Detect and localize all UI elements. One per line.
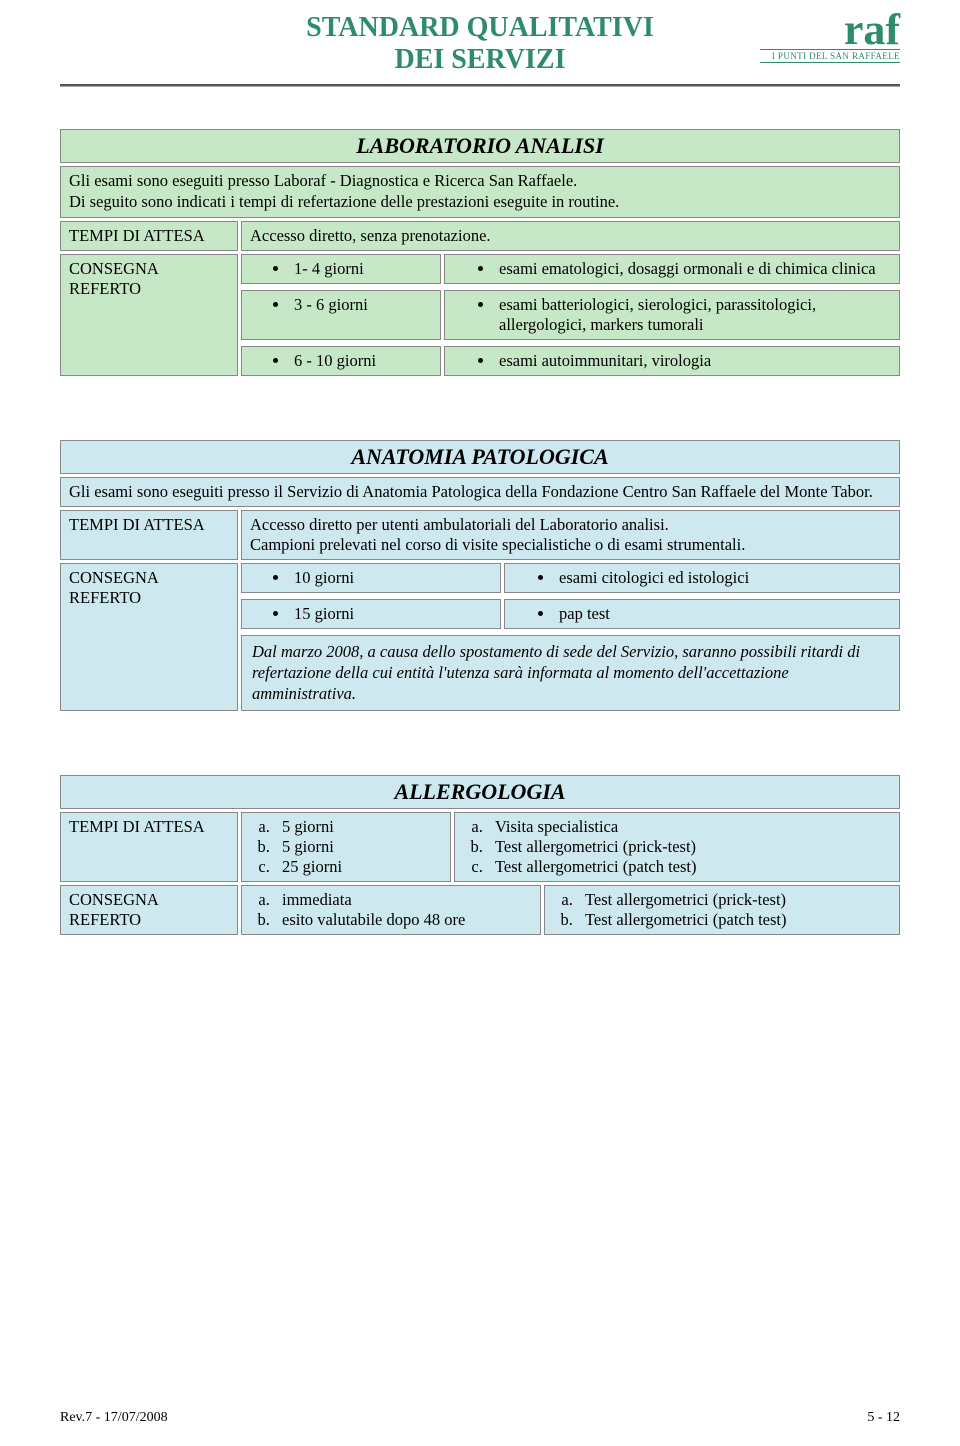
tempi-row: TEMPI DI ATTESA Accesso diretto, senza p… — [60, 221, 900, 251]
list-item: Visita specialistica — [487, 817, 891, 837]
time-text: 6 - 10 giorni — [290, 351, 432, 371]
table-row: 3 - 6 giorni esami batteriologici, siero… — [241, 290, 900, 340]
desc-text: esami ematologici, dosaggi ormonali e di… — [495, 259, 891, 279]
consegna-line-1: CONSEGNA — [69, 568, 159, 587]
divider — [60, 84, 900, 87]
consegna-desc: Test allergometrici (prick-test) Test al… — [544, 885, 900, 935]
footer-left: Rev.7 - 17/07/2008 — [60, 1410, 168, 1426]
table-row: 10 giorni esami citologici ed istologici — [241, 563, 900, 593]
consegna-rows: 10 giorni esami citologici ed istologici… — [241, 563, 900, 711]
time-cell: 6 - 10 giorni — [241, 346, 441, 376]
list-item: 5 giorni — [274, 817, 442, 837]
tempi-row: TEMPI DI ATTESA 5 giorni 5 giorni 25 gio… — [60, 812, 900, 882]
time-text: 15 giorni — [290, 604, 492, 624]
list-item: Test allergometrici (prick-test) — [487, 837, 891, 857]
intro-line-2: Di seguito sono indicati i tempi di refe… — [69, 192, 619, 211]
time-text: 1- 4 giorni — [290, 259, 432, 279]
consegna-line-2: REFERTO — [69, 910, 141, 929]
desc-text: esami citologici ed istologici — [555, 568, 891, 588]
list-item: immediata — [274, 890, 532, 910]
title-line-1: STANDARD QUALITATIVI — [306, 12, 654, 43]
consegna-label: CONSEGNA REFERTO — [60, 885, 238, 935]
list-item: Test allergometrici (prick-test) — [577, 890, 891, 910]
desc-cell: esami batteriologici, sierologici, paras… — [444, 290, 900, 340]
desc-cell: pap test — [504, 599, 900, 629]
logo-text: raf — [760, 12, 900, 47]
tempi-times: 5 giorni 5 giorni 25 giorni — [241, 812, 451, 882]
consegna-line-1: CONSEGNA — [69, 259, 159, 278]
section-anatomia: ANATOMIA PATOLOGICA Gli esami sono esegu… — [60, 440, 900, 712]
page-title: STANDARD QUALITATIVI DEI SERVIZI — [60, 12, 760, 76]
section-laboratorio: LABORATORIO ANALISI Gli esami sono esegu… — [60, 129, 900, 375]
consegna-label: CONSEGNA REFERTO — [60, 563, 238, 711]
tempi-line-2: Campioni prelevati nel corso di visite s… — [250, 535, 745, 554]
consegna-block: CONSEGNA REFERTO 10 giorni esami citolog… — [60, 563, 900, 711]
desc-text: esami autoimmunitari, virologia — [495, 351, 891, 371]
footer-right: 5 - 12 — [867, 1410, 900, 1426]
section-title: ALLERGOLOGIA — [60, 775, 900, 809]
consegna-row: CONSEGNA REFERTO immediata esito valutab… — [60, 885, 900, 935]
section-title: ANATOMIA PATOLOGICA — [60, 440, 900, 474]
logo-subtitle: I PUNTI DEL SAN RAFFAELE — [760, 49, 900, 63]
tempi-desc: Visita specialistica Test allergometrici… — [454, 812, 900, 882]
tempi-label: TEMPI DI ATTESA — [60, 510, 238, 560]
intro-text: Gli esami sono eseguiti presso il Serviz… — [60, 477, 900, 508]
list-item: 5 giorni — [274, 837, 442, 857]
tempi-value: Accesso diretto per utenti ambulatoriali… — [241, 510, 900, 560]
note-text: Dal marzo 2008, a causa dello spostament… — [241, 635, 900, 711]
consegna-block: CONSEGNA REFERTO 1- 4 giorni esami emato… — [60, 254, 900, 376]
intro-line-1: Gli esami sono eseguiti presso Laboraf -… — [69, 171, 577, 190]
list-item: esito valutabile dopo 48 ore — [274, 910, 532, 930]
list-item: Test allergometrici (patch test) — [487, 857, 891, 877]
tempi-value: Accesso diretto, senza prenotazione. — [241, 221, 900, 251]
tempi-label: TEMPI DI ATTESA — [60, 221, 238, 251]
time-text: 3 - 6 giorni — [290, 295, 432, 315]
consegna-rows: 1- 4 giorni esami ematologici, dosaggi o… — [241, 254, 900, 376]
consegna-line-2: REFERTO — [69, 279, 141, 298]
intro-text: Gli esami sono eseguiti presso Laboraf -… — [60, 166, 900, 217]
footer: Rev.7 - 17/07/2008 5 - 12 — [60, 1410, 900, 1426]
table-row: 6 - 10 giorni esami autoimmunitari, viro… — [241, 346, 900, 376]
tempi-label: TEMPI DI ATTESA — [60, 812, 238, 882]
logo: raf I PUNTI DEL SAN RAFFAELE — [760, 12, 900, 63]
table-row: 15 giorni pap test — [241, 599, 900, 629]
desc-cell: esami ematologici, dosaggi ormonali e di… — [444, 254, 900, 284]
section-title: LABORATORIO ANALISI — [60, 129, 900, 163]
header: STANDARD QUALITATIVI DEI SERVIZI raf I P… — [60, 12, 900, 76]
desc-text: esami batteriologici, sierologici, paras… — [495, 295, 891, 335]
consegna-line-1: CONSEGNA — [69, 890, 159, 909]
time-cell: 15 giorni — [241, 599, 501, 629]
page: STANDARD QUALITATIVI DEI SERVIZI raf I P… — [0, 0, 960, 1446]
desc-text: pap test — [555, 604, 891, 624]
time-cell: 3 - 6 giorni — [241, 290, 441, 340]
list-item: 25 giorni — [274, 857, 442, 877]
tempi-row: TEMPI DI ATTESA Accesso diretto per uten… — [60, 510, 900, 560]
tempi-line-1: Accesso diretto per utenti ambulatoriali… — [250, 515, 669, 534]
list-item: Test allergometrici (patch test) — [577, 910, 891, 930]
desc-cell: esami autoimmunitari, virologia — [444, 346, 900, 376]
consegna-times: immediata esito valutabile dopo 48 ore — [241, 885, 541, 935]
consegna-label: CONSEGNA REFERTO — [60, 254, 238, 376]
section-allergologia: ALLERGOLOGIA TEMPI DI ATTESA 5 giorni 5 … — [60, 775, 900, 935]
time-text: 10 giorni — [290, 568, 492, 588]
consegna-line-2: REFERTO — [69, 588, 141, 607]
title-line-2: DEI SERVIZI — [395, 44, 566, 75]
time-cell: 10 giorni — [241, 563, 501, 593]
desc-cell: esami citologici ed istologici — [504, 563, 900, 593]
time-cell: 1- 4 giorni — [241, 254, 441, 284]
table-row: 1- 4 giorni esami ematologici, dosaggi o… — [241, 254, 900, 284]
